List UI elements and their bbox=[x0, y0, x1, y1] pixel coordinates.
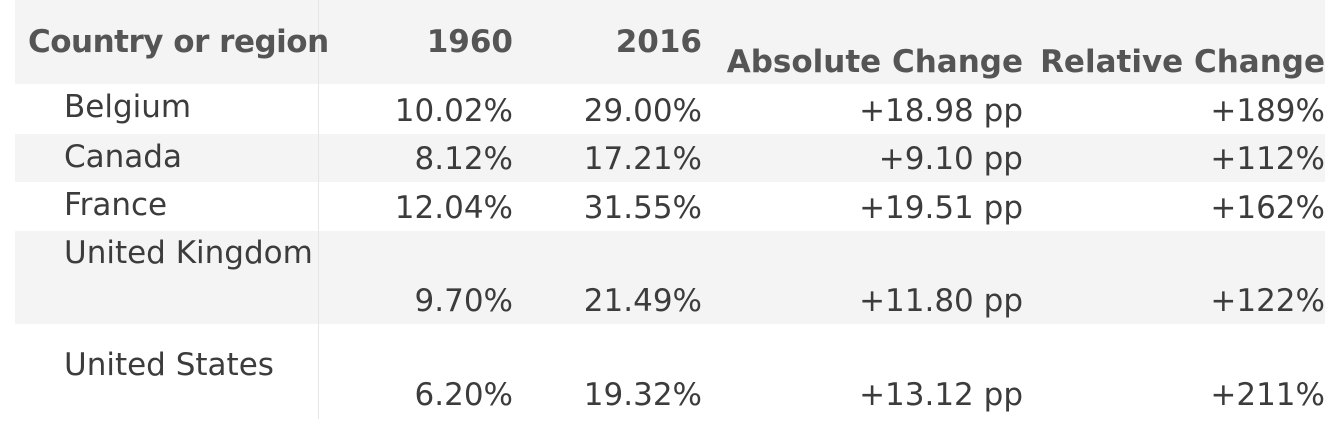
country-name: France bbox=[64, 187, 168, 223]
header-1960: 1960 bbox=[318, 0, 513, 84]
cell-1960: 10.02% bbox=[318, 84, 513, 134]
cell-country: Belgium bbox=[15, 84, 319, 134]
cell-relative-change: +112% bbox=[1023, 134, 1325, 182]
header-relative-change: Relative Change bbox=[1023, 0, 1325, 84]
table-row: United Kingdom 9.70% 21.49% +11.80 pp +1… bbox=[15, 231, 1325, 324]
cell-relative-change: +162% bbox=[1023, 182, 1325, 231]
table-row: United States 6.20% 19.32% +13.12 pp +21… bbox=[15, 324, 1325, 419]
cell-1960: 8.12% bbox=[318, 134, 513, 182]
table-row: Canada 8.12% 17.21% +9.10 pp +112% bbox=[15, 134, 1325, 182]
data-table-container: Country or region 1960 2016 Absolute Cha… bbox=[15, 0, 1325, 419]
cell-absolute-change: +11.80 pp bbox=[702, 231, 1023, 324]
cell-1960: 9.70% bbox=[318, 231, 513, 324]
header-country: Country or region bbox=[15, 0, 329, 84]
cell-country: United States bbox=[15, 324, 319, 419]
cell-relative-change: +189% bbox=[1023, 84, 1325, 134]
country-name: Canada bbox=[64, 139, 182, 175]
cell-country: United Kingdom bbox=[15, 231, 319, 324]
cell-2016: 31.55% bbox=[513, 182, 702, 231]
cell-relative-change: +211% bbox=[1023, 324, 1325, 419]
cell-1960: 12.04% bbox=[318, 182, 513, 231]
cell-relative-change: +122% bbox=[1023, 231, 1325, 324]
table-row: Belgium 10.02% 29.00% +18.98 pp +189% bbox=[15, 84, 1325, 134]
cell-absolute-change: +9.10 pp bbox=[702, 134, 1023, 182]
data-table: Country or region 1960 2016 Absolute Cha… bbox=[15, 0, 1326, 419]
cell-country: Canada bbox=[15, 134, 319, 182]
cell-2016: 29.00% bbox=[513, 84, 702, 134]
header-2016: 2016 bbox=[513, 0, 702, 84]
table-header: Country or region 1960 2016 Absolute Cha… bbox=[15, 0, 1325, 84]
header-absolute-change: Absolute Change bbox=[702, 0, 1023, 84]
cell-1960: 6.20% bbox=[318, 324, 513, 419]
cell-absolute-change: +13.12 pp bbox=[702, 324, 1023, 419]
table-row: France 12.04% 31.55% +19.51 pp +162% bbox=[15, 182, 1325, 231]
cell-country: France bbox=[15, 182, 319, 231]
cell-2016: 19.32% bbox=[513, 324, 702, 419]
cell-2016: 17.21% bbox=[513, 134, 702, 182]
cell-2016: 21.49% bbox=[513, 231, 702, 324]
cell-absolute-change: +18.98 pp bbox=[702, 84, 1023, 134]
table-body: Belgium 10.02% 29.00% +18.98 pp +189% Ca… bbox=[15, 84, 1325, 419]
country-name: United States bbox=[64, 347, 274, 383]
header-row: Country or region 1960 2016 Absolute Cha… bbox=[15, 0, 1325, 84]
country-name: United Kingdom bbox=[64, 235, 313, 271]
cell-absolute-change: +19.51 pp bbox=[702, 182, 1023, 231]
country-name: Belgium bbox=[64, 89, 192, 125]
